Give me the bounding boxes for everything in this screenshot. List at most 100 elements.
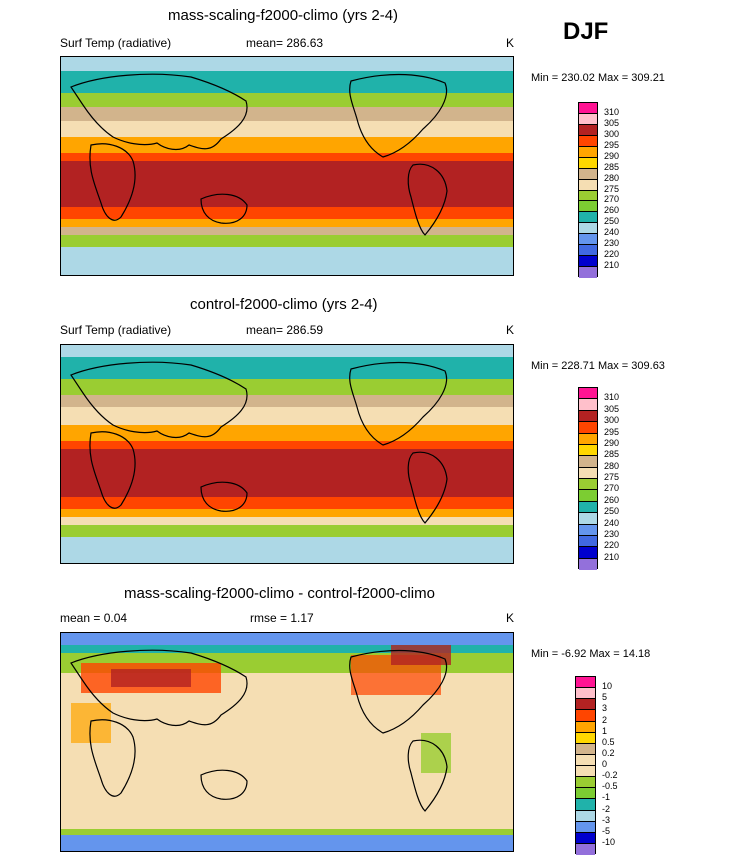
colorbar-tick-label: 310 — [604, 392, 620, 403]
colorbar-swatch — [576, 743, 595, 755]
colorbar-tick-label: 305 — [604, 117, 620, 128]
colorbar-tick-label: 270 — [604, 483, 620, 494]
panel2-colorbar — [578, 387, 598, 570]
colorbar-swatch — [579, 444, 597, 457]
colorbar-tick-label: 250 — [604, 216, 620, 227]
colorbar-swatch — [576, 688, 595, 700]
panel1-colorbar — [578, 102, 598, 278]
colorbar-tick-label: 0.5 — [602, 736, 615, 747]
colorbar-tick-label: -10 — [602, 836, 616, 847]
colorbar-swatch — [579, 256, 597, 268]
colorbar-tick-label: 280 — [604, 460, 620, 471]
panel1-variable-label: Surf Temp (radiative) — [60, 36, 172, 50]
colorbar-swatch — [579, 190, 597, 202]
colorbar-tick-label: -1 — [602, 792, 611, 803]
colorbar-tick-label: 295 — [604, 139, 620, 150]
colorbar-swatch — [576, 754, 595, 766]
colorbar-swatch — [579, 513, 597, 525]
panel1-title: mass-scaling-f2000-climo (yrs 2-4) — [168, 7, 399, 24]
panel2-units: K — [506, 323, 515, 337]
colorbar-swatch — [579, 479, 597, 491]
panel1-minmax: Min = 230.02 Max = 309.21 — [531, 72, 665, 84]
colorbar-swatch — [579, 524, 597, 536]
colorbar-swatch — [579, 201, 597, 213]
panel3-colorbar — [575, 676, 596, 855]
colorbar-tick-label: 285 — [604, 161, 620, 172]
colorbar-tick-label: 275 — [604, 183, 620, 194]
colorbar-swatch — [579, 245, 597, 257]
colorbar-swatch — [579, 399, 597, 411]
colorbar-swatch — [579, 535, 597, 548]
panel3-map — [60, 632, 514, 852]
colorbar-swatch — [579, 422, 597, 434]
colorbar-tick-label: 0 — [602, 759, 608, 769]
panel3-mean-label: mean = 0.04 — [60, 611, 128, 625]
colorbar-swatch — [576, 710, 595, 722]
colorbar-swatch — [579, 223, 597, 235]
panel3-minmax: Min = -6.92 Max = 14.18 — [531, 648, 651, 660]
colorbar-swatch — [579, 433, 597, 445]
colorbar-swatch — [576, 810, 595, 822]
colorbar-tick-label: 2 — [602, 714, 608, 725]
colorbar-swatch — [579, 212, 597, 224]
colorbar-swatch — [579, 558, 597, 570]
colorbar-swatch — [576, 843, 595, 855]
panel2-title: control-f2000-climo (yrs 2-4) — [190, 296, 378, 313]
colorbar-tick-label: 305 — [604, 403, 620, 414]
colorbar-tick-label: 210 — [604, 260, 620, 271]
colorbar-tick-label: 310 — [604, 106, 620, 117]
colorbar-tick-label: 300 — [604, 128, 620, 139]
panel2-variable-label: Surf Temp (radiative) — [60, 323, 172, 337]
colorbar-tick-label: 220 — [604, 540, 620, 551]
colorbar-swatch — [579, 501, 597, 514]
panel3-rmse-label: rmse = 1.17 — [250, 611, 314, 625]
colorbar-swatch — [576, 721, 595, 733]
colorbar-tick-label: -5 — [602, 825, 611, 836]
panel3-units: K — [506, 611, 515, 625]
colorbar-swatch — [579, 267, 597, 278]
colorbar-swatch — [576, 777, 595, 789]
colorbar-swatch — [579, 113, 597, 125]
colorbar-swatch — [579, 490, 597, 502]
colorbar-tick-label: 1 — [602, 725, 608, 736]
colorbar-swatch — [576, 699, 595, 711]
panel2-minmax: Min = 228.71 Max = 309.63 — [531, 360, 665, 372]
colorbar-tick-label: 3 — [602, 703, 608, 714]
colorbar-swatch — [576, 832, 595, 844]
colorbar-tick-label: -0.5 — [602, 781, 618, 792]
colorbar-swatch — [579, 124, 597, 136]
colorbar-tick-label: 5 — [602, 692, 608, 703]
colorbar-swatch — [579, 157, 597, 169]
colorbar-swatch — [579, 467, 597, 479]
colorbar-tick-label: 300 — [604, 415, 620, 426]
colorbar-tick-label: 220 — [604, 249, 620, 260]
colorbar-swatch — [576, 766, 595, 778]
colorbar-swatch — [579, 547, 597, 559]
colorbar-swatch — [579, 135, 597, 147]
colorbar-tick-label: 275 — [604, 472, 620, 482]
colorbar-tick-label: 290 — [604, 437, 620, 448]
colorbar-swatch — [579, 146, 597, 158]
colorbar-tick-label: 285 — [604, 449, 620, 460]
panel2-mean-label: mean= 286.59 — [246, 323, 324, 337]
panel1-mean-label: mean= 286.63 — [246, 36, 324, 50]
colorbar-tick-label: 240 — [604, 227, 620, 238]
colorbar-tick-label: 270 — [604, 194, 620, 205]
colorbar-swatch — [579, 456, 597, 468]
colorbar-tick-label: -3 — [602, 814, 611, 825]
panel1-map — [60, 56, 514, 276]
colorbar-tick-label: 260 — [604, 494, 620, 505]
colorbar-swatch — [579, 168, 597, 180]
panel1-units: K — [506, 36, 515, 50]
colorbar-swatch — [579, 234, 597, 246]
panel3-title: mass-scaling-f2000-climo - control-f2000… — [124, 585, 435, 602]
colorbar-swatch — [579, 179, 597, 191]
colorbar-tick-label: 210 — [604, 551, 620, 562]
colorbar-swatch — [579, 410, 597, 423]
colorbar-tick-label: -0.2 — [602, 770, 618, 781]
colorbar-swatch — [576, 732, 595, 744]
colorbar-swatch — [576, 677, 595, 689]
colorbar-tick-label: 250 — [604, 506, 620, 517]
panel2-map — [60, 344, 514, 564]
colorbar-swatch — [576, 821, 595, 833]
